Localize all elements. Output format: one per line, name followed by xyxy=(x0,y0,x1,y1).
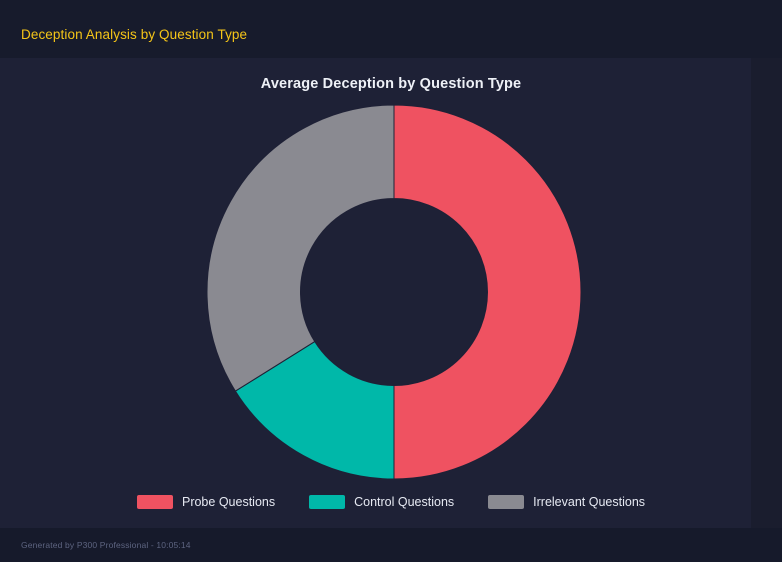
donut-chart-svg xyxy=(207,105,581,479)
legend-item-label: Irrelevant Questions xyxy=(533,495,646,509)
donut-chart xyxy=(207,105,581,479)
window-header: Deception Analysis by Question Type xyxy=(0,0,782,58)
chart-card: Average Deception by Question Type Probe… xyxy=(0,58,782,528)
donut-slice-control-questions[interactable] xyxy=(234,340,395,479)
legend-swatch-probe xyxy=(136,495,173,509)
legend-item-probe-questions[interactable]: Probe Questions xyxy=(136,495,276,509)
legend-swatch-irrelevant xyxy=(488,495,525,509)
page-title: Deception Analysis by Question Type xyxy=(21,27,248,42)
legend-swatch-control xyxy=(309,495,346,509)
footer-generated-text: Generated by P300 Professional - 10:05:1… xyxy=(21,540,191,550)
content-panel-right-margin xyxy=(751,58,782,528)
chart-title: Average Deception by Question Type xyxy=(260,76,522,92)
donut-slice-irrelevant-questions[interactable] xyxy=(207,105,395,392)
donut-slice-probe-questions[interactable] xyxy=(393,105,581,479)
legend-item-label: Probe Questions xyxy=(181,495,276,509)
legend-item-control-questions[interactable]: Control Questions xyxy=(309,495,454,509)
window-footer: Generated by P300 Professional - 10:05:1… xyxy=(0,528,782,562)
legend-item-irrelevant-questions[interactable]: Irrelevant Questions xyxy=(488,495,645,509)
legend-item-label: Control Questions xyxy=(354,495,455,509)
donut-slice-group xyxy=(207,105,581,479)
chart-legend: Probe Questions Control Questions Irreleva… xyxy=(0,495,782,509)
